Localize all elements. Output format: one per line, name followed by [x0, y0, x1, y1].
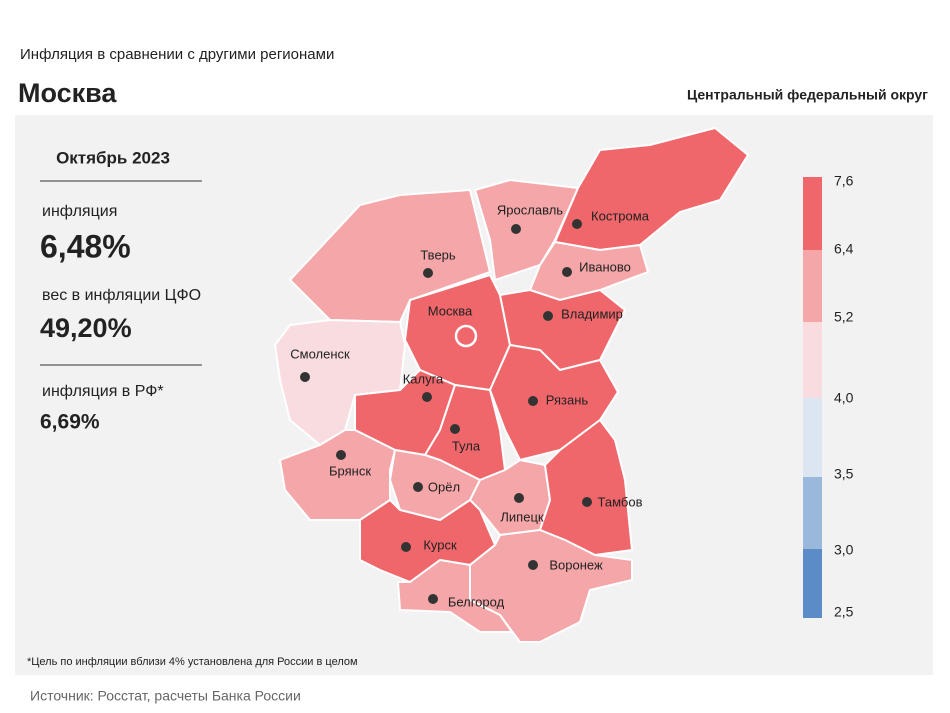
legend-bin	[803, 177, 822, 250]
city-dot	[413, 482, 423, 492]
city-dot	[401, 542, 411, 552]
region-label: Липецк	[500, 509, 544, 524]
region-label: Калуга	[403, 371, 444, 386]
legend-bin	[803, 477, 822, 549]
city-dot	[450, 424, 460, 434]
region-label: Курск	[423, 537, 457, 552]
source: Источник: Росстат, расчеты Банка России	[30, 688, 301, 704]
region-label: Белгород	[448, 594, 505, 609]
legend-tick-label: 4,0	[834, 390, 854, 406]
selected-marker	[454, 324, 478, 348]
city-dot	[543, 311, 553, 321]
region	[278, 429, 397, 521]
city-dot	[514, 493, 524, 503]
legend-bin	[803, 250, 822, 322]
region	[488, 343, 620, 462]
city-dot	[562, 267, 572, 277]
legend-tick-label: 6,4	[834, 241, 854, 257]
city-dot	[423, 268, 433, 278]
title: Москва	[18, 78, 117, 108]
region-label: Брянск	[329, 463, 371, 478]
city-dot	[300, 372, 310, 382]
legend-tick-label: 5,2	[834, 309, 854, 325]
region-label: Смоленск	[290, 346, 350, 361]
russia-value: 6,69%	[40, 411, 100, 434]
subtitle: Инфляция в сравнении с другими регионами	[20, 46, 334, 63]
city-dot	[511, 224, 521, 234]
region	[538, 418, 634, 557]
region-label: Кострома	[591, 208, 650, 223]
legend-bin	[803, 549, 822, 618]
region	[396, 558, 514, 633]
russia-label: инфляция в РФ*	[42, 383, 164, 400]
city-dot	[582, 497, 592, 507]
region-label: Иваново	[579, 259, 631, 274]
region-label: Тула	[452, 438, 481, 453]
city-dot	[336, 450, 346, 460]
city-dot	[428, 594, 438, 604]
city-dot	[528, 560, 538, 570]
weight-value: 49,20%	[40, 313, 132, 343]
legend-tick-label: 3,0	[834, 542, 854, 558]
region-label: Орёл	[428, 479, 460, 494]
legend-tick-label: 7,6	[834, 173, 854, 189]
region-label: Ярославль	[497, 202, 563, 217]
inflation-value: 6,48%	[40, 228, 131, 264]
district: Центральный федеральный округ	[687, 87, 928, 103]
inflation-label: инфляция	[42, 203, 117, 220]
region-label: Рязань	[546, 392, 589, 407]
region-label: Тамбов	[598, 494, 643, 509]
legend-bin	[803, 322, 822, 398]
region-label: Воронеж	[549, 557, 603, 572]
legend: 7,6 6,4 5,2 4,0 3,5 3,0 2,5	[803, 173, 854, 620]
weight-label: вес в инфляции ЦФО	[42, 287, 201, 304]
region-label: Владимир	[561, 306, 623, 321]
period: Октябрь 2023	[56, 148, 170, 167]
region-label: Тверь	[420, 247, 456, 262]
region-label: Москва	[428, 303, 473, 318]
city-dot	[422, 392, 432, 402]
city-dot	[572, 219, 582, 229]
city-dot	[528, 396, 538, 406]
legend-tick-label: 2,5	[834, 604, 854, 620]
map: Тверь Ярославль Кострома Иваново Москва Влади…	[273, 126, 750, 643]
legend-bin	[803, 398, 822, 477]
footnote: *Цель по инфляции вблизи 4% установлена …	[27, 656, 358, 668]
legend-tick-label: 3,5	[834, 466, 854, 482]
